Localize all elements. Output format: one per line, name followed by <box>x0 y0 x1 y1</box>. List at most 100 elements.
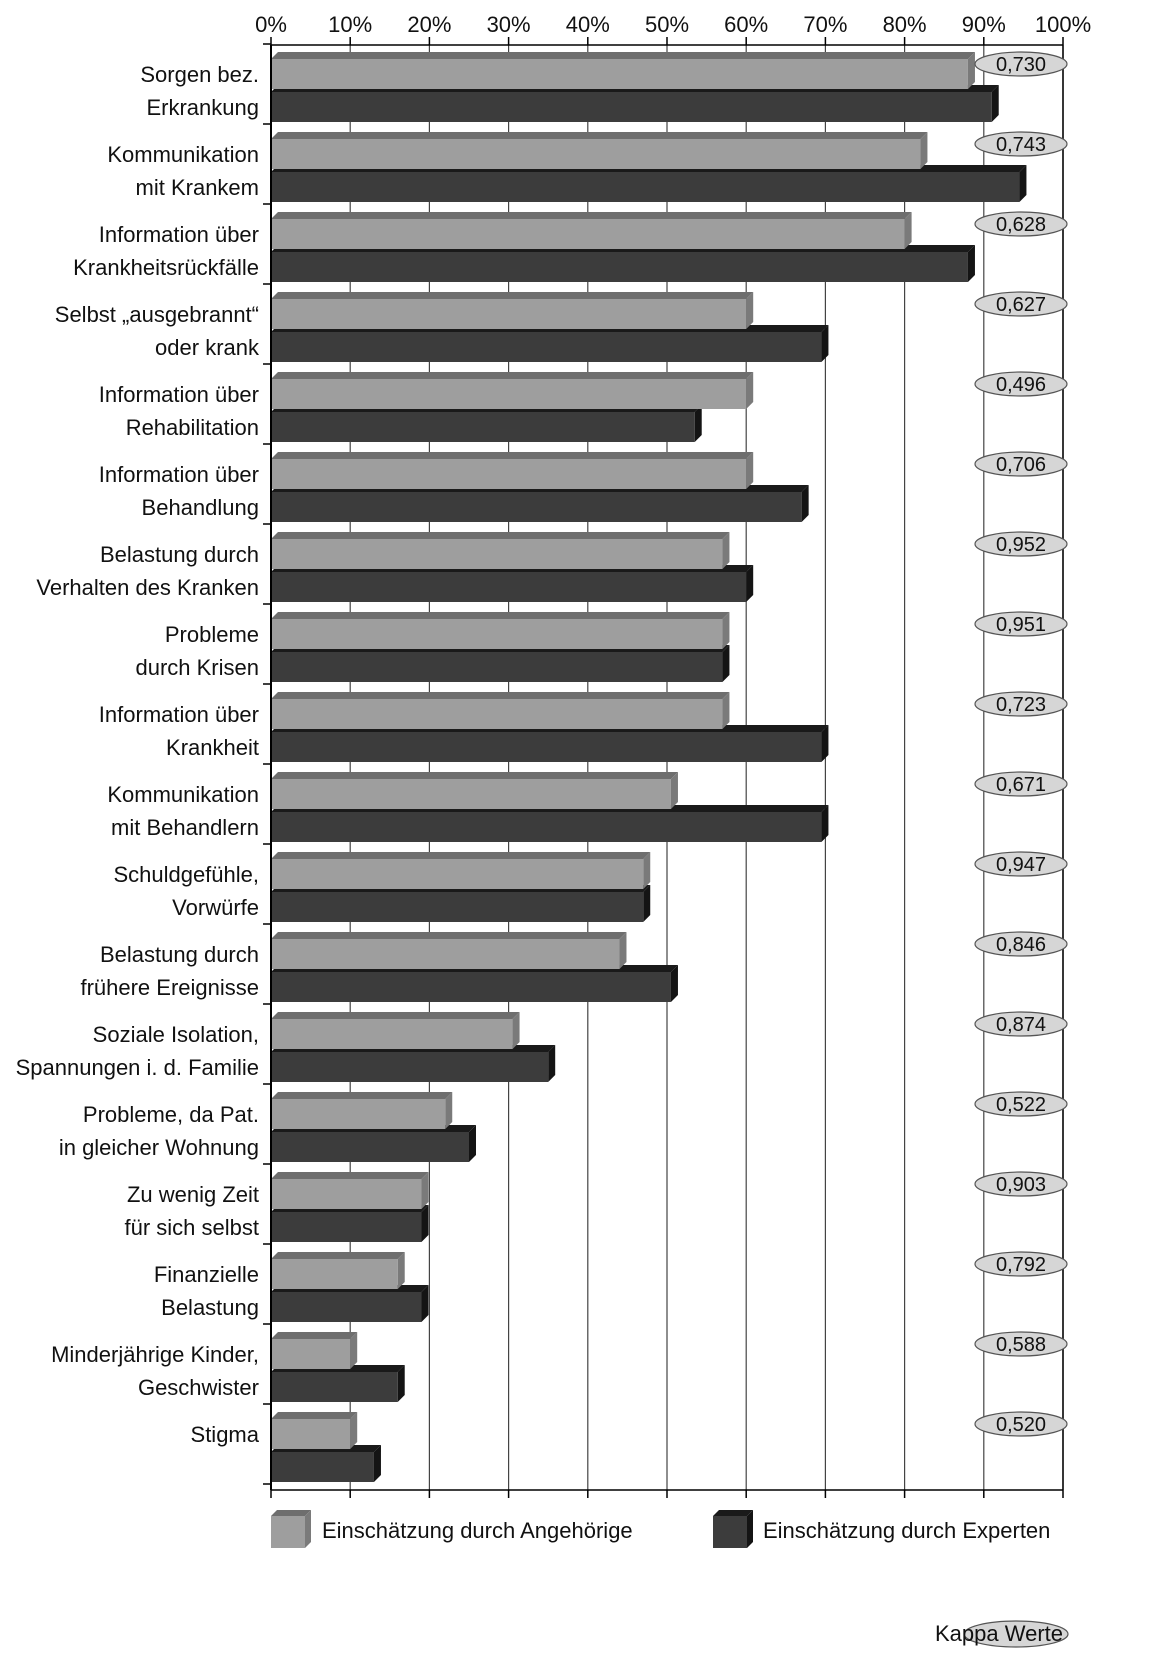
bar-top-face <box>271 692 730 699</box>
bar-angehoerige <box>271 292 754 329</box>
category-label: Finanzielle <box>154 1262 259 1287</box>
bar-front-face <box>271 1259 398 1289</box>
kappa-value: 0,952 <box>996 534 1046 556</box>
category-label: Minderjährige Kinder, <box>51 1342 259 1367</box>
bar-top-face <box>271 1252 405 1259</box>
x-tick-label: 60% <box>724 12 768 37</box>
kappa-value: 0,520 <box>996 1414 1046 1436</box>
bar-front-face <box>271 939 620 969</box>
bar-angehoerige <box>271 132 928 169</box>
category-label: Krankheit <box>166 735 259 760</box>
bar-front-face <box>271 699 723 729</box>
bar-angehoerige <box>271 852 651 889</box>
category-label: für sich selbst <box>125 1215 260 1240</box>
bar-side-face <box>397 1365 405 1402</box>
kappa-value: 0,743 <box>996 134 1046 156</box>
category-label: Information über <box>99 382 259 407</box>
bar-top-face <box>271 372 754 379</box>
category-label: Kommunikation <box>107 782 259 807</box>
bar-side-face <box>821 325 829 362</box>
category-label: Information über <box>99 222 259 247</box>
bar-side-face <box>421 1172 429 1209</box>
kappa-value: 0,730 <box>996 54 1046 76</box>
bar-front-face <box>271 1132 469 1162</box>
category-label: Vorwürfe <box>172 895 259 920</box>
bar-experts <box>271 85 999 122</box>
kappa-badge <box>974 931 1068 957</box>
bar-side-face <box>670 772 678 809</box>
bar-front-face <box>271 59 968 89</box>
kappa-legend-label: Kappa Werte <box>935 1621 1063 1646</box>
bar-side-face <box>746 372 754 409</box>
kappa-value: 0,627 <box>996 294 1046 316</box>
bar-side-face <box>445 1092 453 1129</box>
kappa-badge <box>974 1411 1068 1437</box>
bar-side-face <box>821 725 829 762</box>
kappa-value: 0,951 <box>996 614 1046 636</box>
category-label: Schuldgefühle, <box>113 862 259 887</box>
bar-side-face <box>801 485 809 522</box>
category-label: mit Krankem <box>136 175 259 200</box>
bar-front-face <box>271 172 1020 202</box>
bar-angehoerige <box>271 1412 358 1449</box>
bar-side-face <box>350 1332 358 1369</box>
x-tick-label: 0% <box>255 12 287 37</box>
category-label: Geschwister <box>138 1375 259 1400</box>
x-tick-label: 10% <box>328 12 372 37</box>
bar-front-face <box>271 139 921 169</box>
bar-front-face <box>271 92 992 122</box>
category-label: Information über <box>99 702 259 727</box>
kappa-value: 0,588 <box>996 1334 1046 1356</box>
bar-front-face <box>271 379 747 409</box>
kappa-badge <box>974 771 1068 797</box>
bar-side-face <box>746 292 754 329</box>
x-tick-label: 30% <box>487 12 531 37</box>
bar-side-face <box>512 1012 520 1049</box>
category-label: Rehabilitation <box>126 415 259 440</box>
bar-side-face <box>967 245 975 282</box>
category-label: Verhalten des Kranken <box>36 575 259 600</box>
bar-front-face <box>271 1099 446 1129</box>
bar-top-face <box>271 932 627 939</box>
x-tick-label: 80% <box>883 12 927 37</box>
bar-top-face <box>271 1092 453 1099</box>
category-label: Information über <box>99 462 259 487</box>
bar-side-face <box>746 565 754 602</box>
category-label: Belastung durch <box>100 542 259 567</box>
kappa-badge <box>974 611 1068 637</box>
legend-label-experten: Einschätzung durch Experten <box>763 1518 1050 1543</box>
bar-angehoerige <box>271 1252 405 1289</box>
bar-experts <box>271 1365 405 1402</box>
bar-top-face <box>271 532 730 539</box>
bar-experts <box>271 645 730 682</box>
bar-side-face <box>469 1125 476 1162</box>
bar-angehoerige <box>271 372 754 409</box>
kappa-value: 0,903 <box>996 1174 1046 1196</box>
category-label: Sorgen bez. <box>140 62 259 87</box>
bar-side-face <box>722 692 730 729</box>
bar-front-face <box>271 492 802 522</box>
kappa-value: 0,496 <box>996 374 1046 396</box>
legend-swatch-front <box>271 1516 305 1548</box>
bar-experts <box>271 325 829 362</box>
bar-front-face <box>271 859 644 889</box>
legend-swatch-angehoerige <box>271 1510 311 1548</box>
bar-top-face <box>271 292 754 299</box>
category-label: mit Behandlern <box>111 815 259 840</box>
category-label: durch Krisen <box>135 655 259 680</box>
bar-angehoerige <box>271 772 678 809</box>
bar-side-face <box>1019 165 1027 202</box>
bar-angehoerige <box>271 452 754 489</box>
legend: Einschätzung durch Angehörige Einschätzun… <box>271 1510 1069 1648</box>
kappa-value: 0,706 <box>996 454 1046 476</box>
bar-front-face <box>271 1179 422 1209</box>
x-tick-label: 50% <box>645 12 689 37</box>
kappa-badge <box>974 1331 1068 1357</box>
category-label: Kommunikation <box>107 142 259 167</box>
category-label: Erkrankung <box>146 95 259 120</box>
bar-top-face <box>271 132 928 139</box>
kappa-badge <box>974 371 1068 397</box>
bar-top-face <box>271 612 730 619</box>
kappa-badge <box>974 211 1068 237</box>
bar-top-face <box>271 772 678 779</box>
